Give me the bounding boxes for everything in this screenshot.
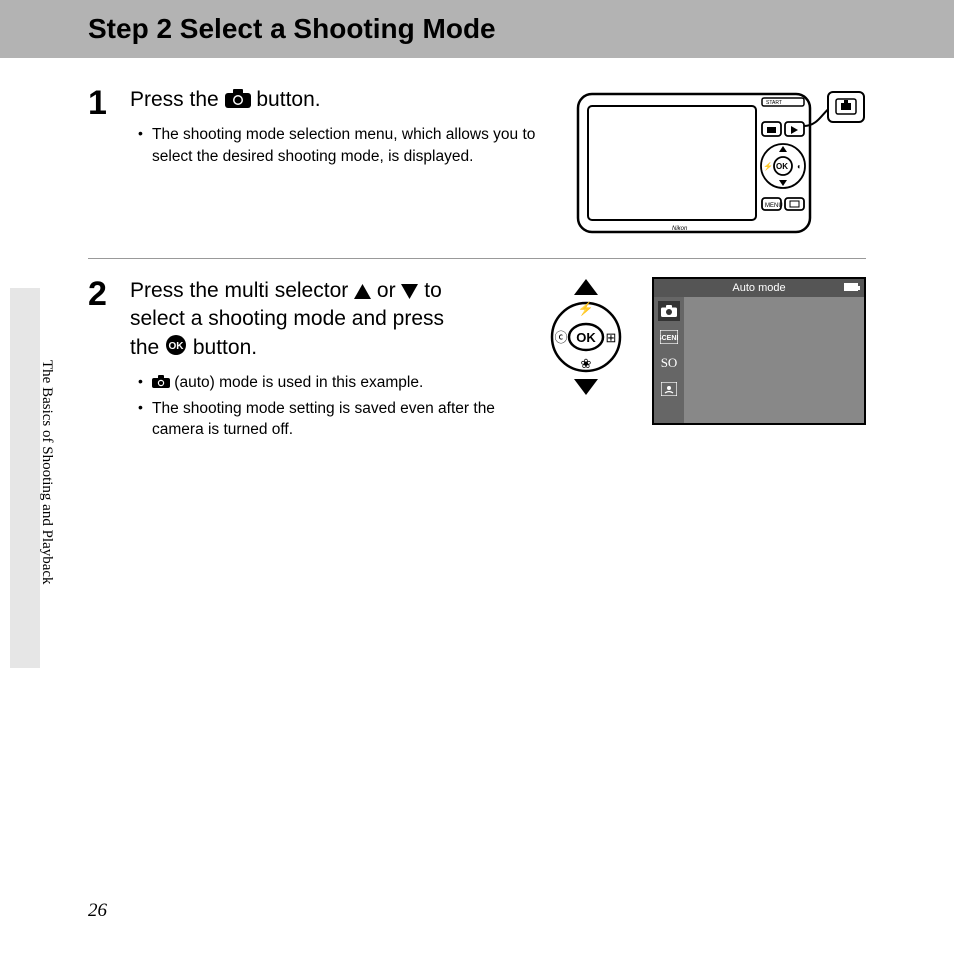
- camera-back-illustration: Nikon START OK ⚡ ◐ MENU: [576, 86, 866, 236]
- ok-label: OK: [576, 330, 596, 345]
- camera-icon: [152, 375, 170, 388]
- mode-smart-icon: [658, 379, 680, 399]
- step-2-title: Press the multi selector or to select a …: [130, 277, 470, 362]
- svg-text:OK: OK: [776, 162, 788, 171]
- text: (auto) mode is used in this example.: [170, 374, 423, 391]
- step-1-title: Press the button.: [130, 86, 556, 114]
- up-triangle-icon: [354, 284, 371, 299]
- step-number: 2: [88, 277, 112, 311]
- svg-text:◐: ◐: [797, 162, 802, 171]
- menu-header: Auto mode: [654, 279, 864, 297]
- side-tab: [10, 288, 40, 668]
- svg-text:❀: ❀: [581, 356, 592, 371]
- mode-scene-icon: SCENE: [658, 327, 680, 347]
- step-2-bullet-2: The shooting mode setting is saved even …: [152, 398, 524, 441]
- page-number: 26: [88, 900, 107, 922]
- menu-title: Auto mode: [732, 282, 785, 294]
- svg-text:START: START: [766, 100, 782, 106]
- svg-text:⚡: ⚡: [578, 301, 594, 317]
- text: button.: [251, 88, 321, 111]
- svg-text:MENU: MENU: [765, 203, 783, 209]
- page-title: Step 2 Select a Shooting Mode: [88, 13, 496, 45]
- text: or: [371, 279, 401, 302]
- multi-selector-illustration: OK ⚡ ❀ ⓒ ⊞: [544, 277, 628, 397]
- svg-text:⊞: ⊞: [606, 330, 617, 345]
- menu-main-area: [684, 297, 864, 423]
- step-1-bullet: The shooting mode selection menu, which …: [152, 124, 556, 167]
- text: Press the multi selector: [130, 279, 354, 302]
- ok-button-icon: OK: [165, 334, 187, 356]
- step-2-bullet-1: (auto) mode is used in this example.: [152, 372, 524, 394]
- camera-icon: [225, 89, 251, 108]
- mode-menu-screen: Auto mode SCENE SO: [652, 277, 866, 425]
- svg-text:SCENE: SCENE: [660, 335, 678, 342]
- divider: [88, 258, 866, 259]
- battery-icon: [844, 283, 858, 291]
- page-header: Step 2 Select a Shooting Mode: [0, 0, 954, 58]
- text: button.: [187, 336, 257, 359]
- menu-sidebar: SCENE SO: [654, 297, 684, 423]
- step-1: 1 Press the button. The shooting mode se…: [88, 86, 556, 172]
- mode-so-icon: SO: [658, 353, 680, 373]
- svg-text:Nikon: Nikon: [672, 226, 688, 232]
- down-triangle-icon: [401, 284, 418, 299]
- svg-text:⚡: ⚡: [763, 161, 773, 171]
- step-2: 2 Press the multi selector or to select …: [88, 277, 524, 445]
- svg-text:ⓒ: ⓒ: [554, 330, 567, 345]
- text: Press the: [130, 88, 225, 111]
- step-number: 1: [88, 86, 112, 120]
- svg-text:OK: OK: [169, 341, 185, 352]
- mode-auto-icon: [658, 301, 680, 321]
- section-label: The Basics of Shooting and Playback: [38, 360, 55, 585]
